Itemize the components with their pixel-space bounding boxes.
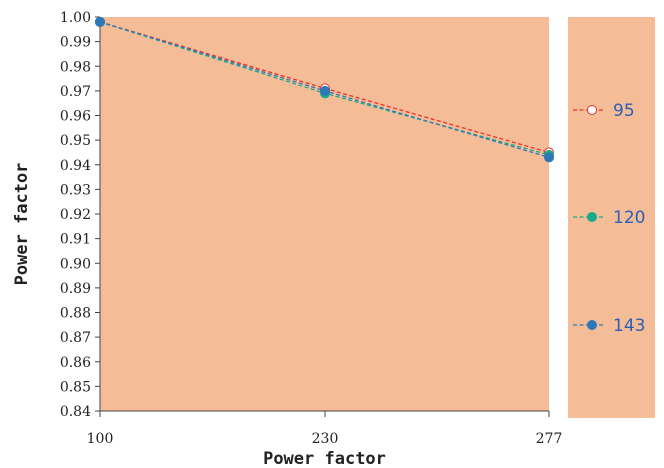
legend-label: 120 bbox=[613, 208, 645, 228]
y-tick-label: 0.95 bbox=[60, 133, 91, 149]
legend-marker bbox=[587, 212, 597, 222]
y-tick-label: 0.99 bbox=[60, 35, 91, 51]
legend-label: 143 bbox=[613, 316, 645, 336]
legend-entry-95: 95 bbox=[573, 101, 635, 121]
legend-entry-143: 143 bbox=[573, 316, 645, 336]
y-tick-label: 0.96 bbox=[60, 109, 91, 125]
y-tick-label: 1.00 bbox=[60, 10, 91, 26]
y-tick-label: 0.90 bbox=[60, 256, 91, 272]
x-axis: 100 230 277 bbox=[87, 410, 563, 447]
series-layer bbox=[95, 16, 554, 163]
x-tick-label: 277 bbox=[536, 431, 563, 447]
legend-entry-120: 120 bbox=[573, 208, 645, 228]
y-tick-label: 0.94 bbox=[60, 158, 91, 174]
data-point-143 bbox=[320, 85, 330, 96]
y-tick-label: 0.98 bbox=[60, 59, 91, 75]
y-tick-label: 0.91 bbox=[60, 232, 91, 248]
legend-entries: 95 120 143 bbox=[573, 101, 645, 336]
plot-area bbox=[100, 17, 549, 411]
x-tick-label: 230 bbox=[312, 431, 339, 447]
x-axis-title: Power factor bbox=[263, 449, 386, 468]
y-tick-label: 0.93 bbox=[60, 182, 91, 198]
data-point-143 bbox=[544, 152, 554, 163]
legend-marker bbox=[587, 105, 597, 115]
y-axis: 0.84 0.85 0.86 0.87 0.88 0.89 0.90 0.91 0.92 0.93… bbox=[60, 10, 101, 420]
y-axis-title: Power factor bbox=[12, 163, 32, 286]
y-tick-label: 0.89 bbox=[60, 281, 91, 297]
y-tick-label: 0.85 bbox=[60, 379, 91, 395]
x-tick-label: 100 bbox=[87, 431, 114, 447]
y-tick-label: 0.86 bbox=[60, 355, 91, 371]
y-tick-label: 0.92 bbox=[60, 207, 91, 223]
y-tick-label: 0.87 bbox=[60, 330, 91, 346]
y-tick-label: 0.84 bbox=[60, 404, 91, 420]
legend-label: 95 bbox=[613, 101, 635, 121]
data-point-143 bbox=[95, 16, 105, 27]
legend-marker bbox=[587, 320, 597, 330]
y-tick-label: 0.97 bbox=[60, 84, 91, 100]
y-tick-label: 0.88 bbox=[60, 306, 91, 322]
